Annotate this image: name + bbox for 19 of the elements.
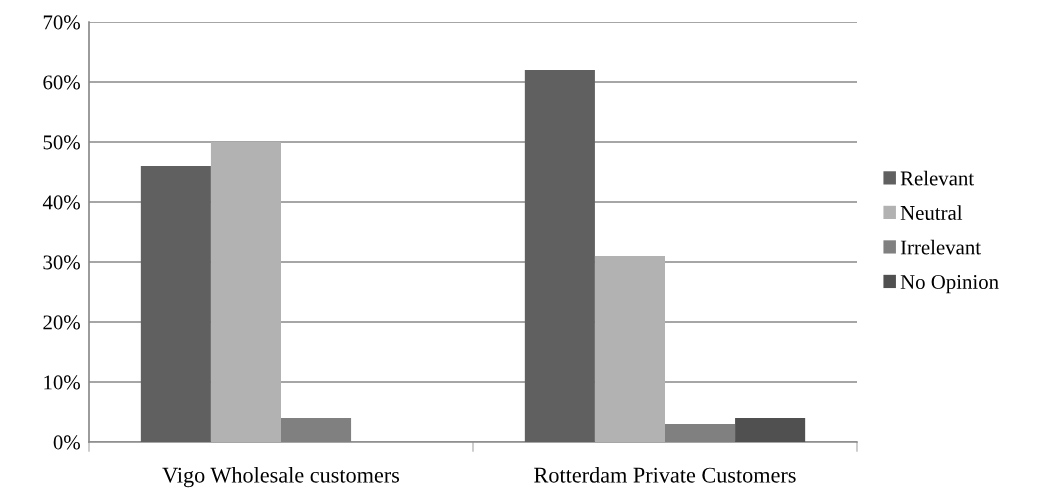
bar — [140, 166, 211, 442]
y-tick-label: 20% — [43, 315, 80, 330]
y-tick-label: 60% — [43, 75, 80, 90]
y-tick-label: 40% — [42, 195, 80, 210]
y-tick-label: 10% — [44, 375, 80, 390]
bar — [735, 418, 806, 442]
bar — [594, 256, 665, 442]
legend-label: Neutral — [900, 205, 963, 220]
y-tick-label: 30% — [43, 255, 80, 270]
legend-label: Irrelevant — [900, 239, 981, 255]
bar — [524, 70, 595, 442]
x-tick-label: Vigo Wholesale customers — [162, 467, 400, 488]
legend-label: Relevant — [900, 170, 975, 186]
y-tick-label: 50% — [43, 135, 80, 150]
legend-label: No Opinion — [900, 274, 999, 294]
x-tick-label: Rotterdam Private Customers — [534, 467, 796, 483]
y-tick-label: 70% — [43, 15, 80, 30]
y-tick-label: 0% — [53, 435, 80, 450]
bar — [210, 142, 281, 442]
